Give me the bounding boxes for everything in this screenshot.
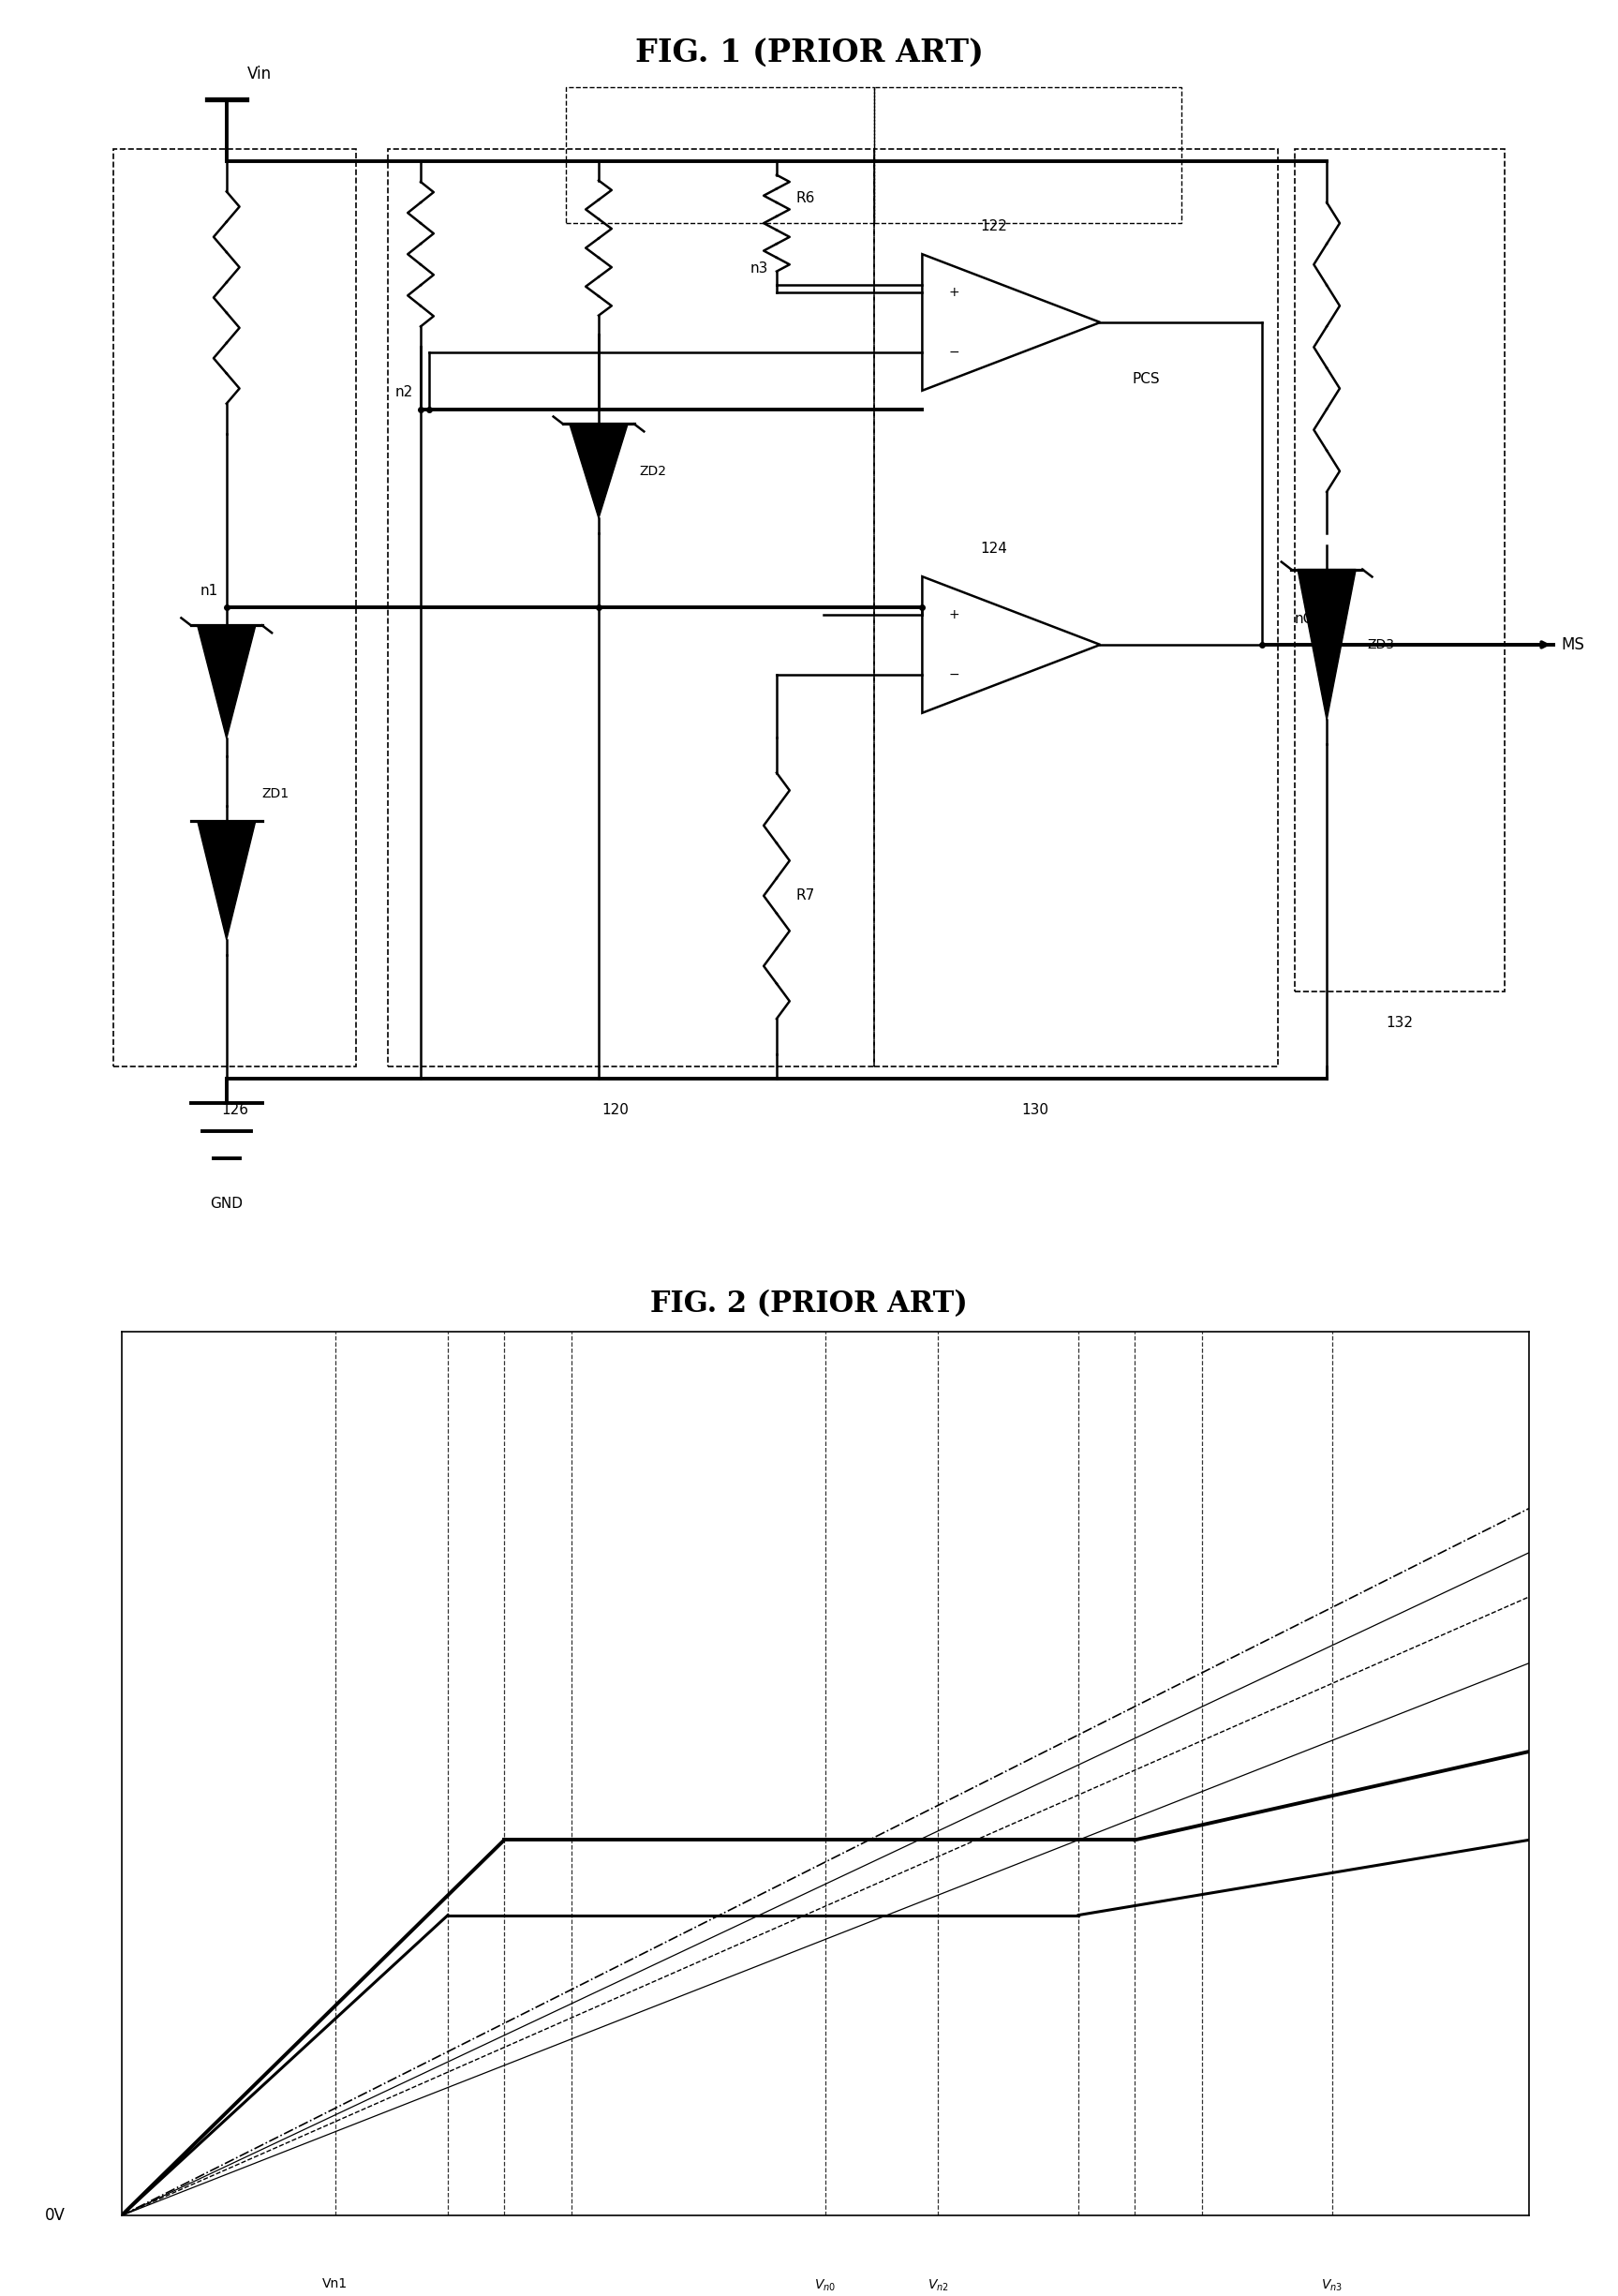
Text: 126: 126 xyxy=(222,1102,248,1116)
Text: R7: R7 xyxy=(796,889,815,902)
Text: Vin: Vin xyxy=(248,67,272,83)
Text: PCS: PCS xyxy=(1133,372,1160,386)
Text: 0V: 0V xyxy=(45,2206,65,2225)
Text: ZD3: ZD3 xyxy=(1367,638,1395,652)
Text: ZD2: ZD2 xyxy=(639,464,667,478)
Text: GND: GND xyxy=(210,1196,243,1210)
Bar xyxy=(566,87,874,223)
Text: Vn1: Vn1 xyxy=(322,2278,348,2291)
Text: 122: 122 xyxy=(981,220,1006,234)
Bar xyxy=(874,87,1181,223)
Bar xyxy=(874,149,1278,1065)
Bar xyxy=(1294,149,1505,992)
Text: MS: MS xyxy=(1561,636,1584,652)
Text: FIG. 1 (PRIOR ART): FIG. 1 (PRIOR ART) xyxy=(634,37,984,69)
Bar xyxy=(388,149,874,1065)
Text: −: − xyxy=(948,347,959,358)
Bar xyxy=(113,149,356,1065)
Text: $V_{n0}$: $V_{n0}$ xyxy=(814,2278,837,2294)
Text: +: + xyxy=(948,608,959,622)
Text: −: − xyxy=(948,668,959,682)
Polygon shape xyxy=(570,425,628,519)
Text: 124: 124 xyxy=(981,542,1006,556)
Text: 132: 132 xyxy=(1387,1015,1413,1031)
Text: FIG. 2 (PRIOR ART): FIG. 2 (PRIOR ART) xyxy=(650,1290,968,1318)
Text: n1: n1 xyxy=(201,583,218,597)
Polygon shape xyxy=(1298,569,1356,721)
Text: 130: 130 xyxy=(1023,1102,1048,1116)
Polygon shape xyxy=(197,625,256,739)
Polygon shape xyxy=(197,820,256,939)
Text: nO: nO xyxy=(1294,613,1315,627)
Text: $V_{n2}$: $V_{n2}$ xyxy=(927,2278,948,2294)
Text: 120: 120 xyxy=(602,1102,628,1116)
Text: n3: n3 xyxy=(751,262,769,276)
Text: ZD1: ZD1 xyxy=(262,788,290,799)
Text: n2: n2 xyxy=(395,386,413,400)
Text: R6: R6 xyxy=(796,191,815,204)
Text: $V_{n3}$: $V_{n3}$ xyxy=(1322,2278,1343,2294)
Text: +: + xyxy=(948,285,959,298)
